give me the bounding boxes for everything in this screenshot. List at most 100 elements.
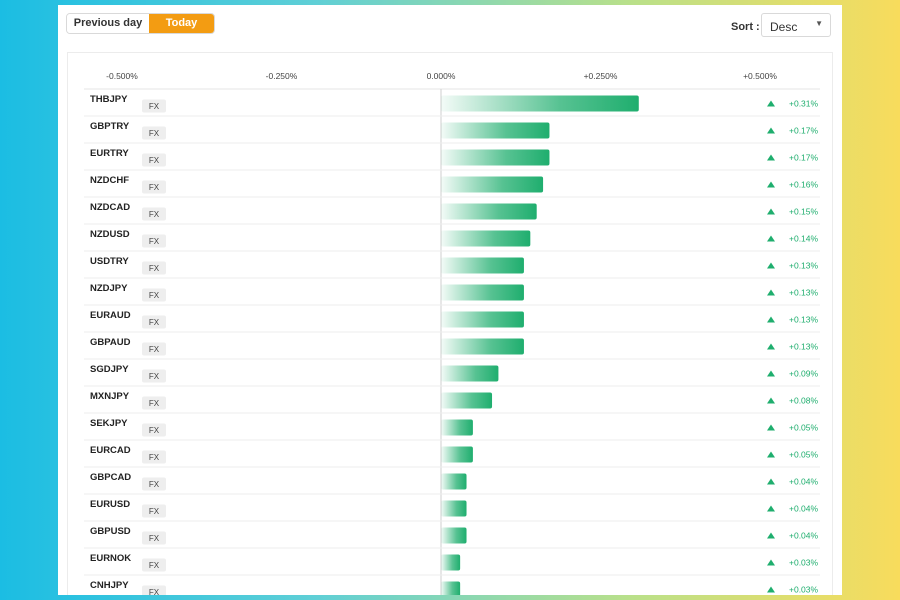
market-tag xyxy=(142,180,166,194)
change-label: +0.13% xyxy=(789,315,819,325)
market-tag-label: FX xyxy=(149,399,160,408)
change-label: +0.13% xyxy=(789,342,819,352)
bar xyxy=(441,419,473,436)
change-label: +0.17% xyxy=(789,153,819,163)
market-tag xyxy=(142,396,166,410)
market-tag xyxy=(142,558,166,572)
market-tag-label: FX xyxy=(149,507,160,516)
bar xyxy=(441,176,544,193)
bar xyxy=(441,554,461,571)
up-arrow-icon xyxy=(767,532,775,539)
bar xyxy=(441,230,531,247)
bar xyxy=(441,473,467,490)
market-tag-label: FX xyxy=(149,237,160,246)
sort-value: Desc xyxy=(770,20,798,34)
bar xyxy=(441,203,537,220)
market-tag-label: FX xyxy=(149,102,160,111)
change-label: +0.31% xyxy=(789,99,819,109)
up-arrow-icon xyxy=(767,262,775,269)
change-label: +0.08% xyxy=(789,396,819,406)
x-tick-label: +0.500% xyxy=(743,71,777,81)
sort-select[interactable]: Desc ▼ xyxy=(761,13,831,37)
up-arrow-icon xyxy=(767,289,775,296)
market-tag-label: FX xyxy=(149,426,160,435)
change-label: +0.04% xyxy=(789,477,819,487)
change-label: +0.16% xyxy=(789,180,819,190)
bar xyxy=(441,284,524,301)
change-label: +0.03% xyxy=(789,558,819,568)
market-tag xyxy=(142,234,166,248)
symbol-label: EURUSD xyxy=(90,499,130,510)
market-tag-label: FX xyxy=(149,210,160,219)
x-tick-label: -0.250% xyxy=(266,71,298,81)
change-label: +0.13% xyxy=(789,261,819,271)
market-tag xyxy=(142,504,166,518)
symbol-label: GBPTRY xyxy=(90,121,130,132)
change-label: +0.05% xyxy=(789,423,819,433)
market-tag-label: FX xyxy=(149,183,160,192)
sort-label: Sort : xyxy=(731,21,760,33)
change-label: +0.09% xyxy=(789,369,819,379)
market-tag xyxy=(142,342,166,356)
bar xyxy=(441,311,524,328)
market-tag-label: FX xyxy=(149,453,160,462)
market-tag xyxy=(142,261,166,275)
symbol-label: SEKJPY xyxy=(90,418,128,429)
symbol-label: SGDJPY xyxy=(90,364,129,375)
change-label: +0.13% xyxy=(789,288,819,298)
movers-card: Previous day Today Sort : Desc ▼ -0.500%… xyxy=(58,5,842,595)
bar xyxy=(441,527,467,544)
up-arrow-icon xyxy=(767,127,775,134)
bar xyxy=(441,122,550,139)
up-arrow-icon xyxy=(767,478,775,485)
bar xyxy=(441,500,467,517)
up-arrow-icon xyxy=(767,343,775,350)
x-tick-label: -0.500% xyxy=(106,71,138,81)
change-label: +0.14% xyxy=(789,234,819,244)
market-tag-label: FX xyxy=(149,264,160,273)
up-arrow-icon xyxy=(767,424,775,431)
market-tag-label: FX xyxy=(149,156,160,165)
market-tag xyxy=(142,153,166,167)
market-tag-label: FX xyxy=(149,561,160,570)
up-arrow-icon xyxy=(767,235,775,242)
x-tick-label: 0.000% xyxy=(427,71,456,81)
symbol-label: NZDJPY xyxy=(90,283,128,294)
previous-day-button[interactable]: Previous day xyxy=(67,14,149,33)
symbol-label: EURNOK xyxy=(90,553,131,564)
symbol-label: NZDUSD xyxy=(90,229,130,240)
up-arrow-icon xyxy=(767,559,775,566)
bar-chart: -0.500% -0.250% 0.000% +0.250% +0.500% THBJPY… xyxy=(84,71,820,595)
market-tag xyxy=(142,423,166,437)
market-tag xyxy=(142,126,166,140)
up-arrow-icon xyxy=(767,397,775,404)
market-tag xyxy=(142,477,166,491)
x-tick-label: +0.250% xyxy=(584,71,618,81)
up-arrow-icon xyxy=(767,181,775,188)
symbol-label: GBPUSD xyxy=(90,526,131,537)
chevron-down-icon: ▼ xyxy=(815,19,823,28)
today-button[interactable]: Today xyxy=(149,14,214,33)
symbol-label: GBPAUD xyxy=(90,337,131,348)
market-tag-label: FX xyxy=(149,291,160,300)
bar xyxy=(441,365,499,382)
up-arrow-icon xyxy=(767,208,775,215)
bar xyxy=(441,581,461,595)
market-tag xyxy=(142,585,166,595)
symbol-label: NZDCAD xyxy=(90,202,130,213)
up-arrow-icon xyxy=(767,100,775,107)
market-tag xyxy=(142,369,166,383)
up-arrow-icon xyxy=(767,154,775,161)
market-tag xyxy=(142,450,166,464)
market-tag-label: FX xyxy=(149,129,160,138)
change-label: +0.04% xyxy=(789,504,819,514)
symbol-label: EURTRY xyxy=(90,148,129,159)
symbol-label: GBPCAD xyxy=(90,472,131,483)
symbol-label: THBJPY xyxy=(90,94,128,105)
market-tag-label: FX xyxy=(149,345,160,354)
up-arrow-icon xyxy=(767,316,775,323)
change-label: +0.04% xyxy=(789,531,819,541)
up-arrow-icon xyxy=(767,586,775,593)
bar xyxy=(441,95,639,112)
up-arrow-icon xyxy=(767,505,775,512)
